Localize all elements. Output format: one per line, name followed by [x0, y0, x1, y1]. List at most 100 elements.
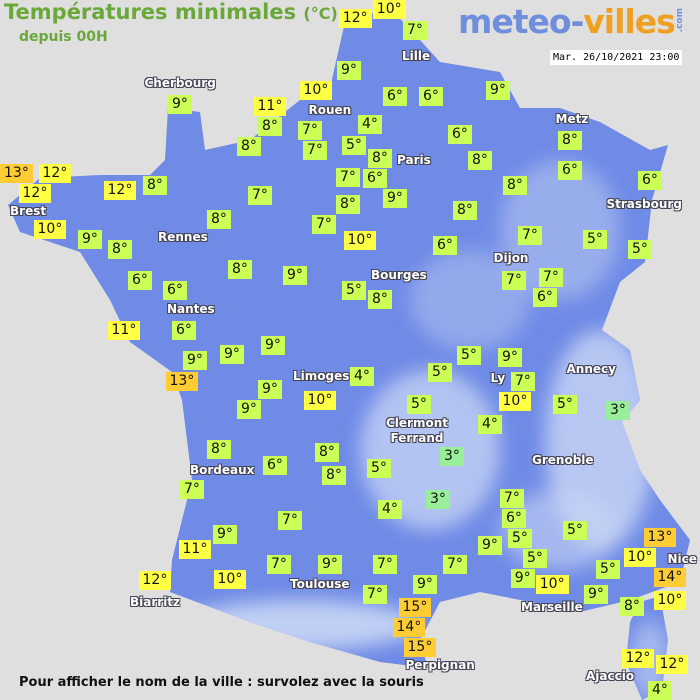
temperature-label[interactable]: 10° — [299, 80, 333, 100]
temperature-label[interactable]: 9° — [283, 265, 307, 285]
temperature-label[interactable]: 6° — [163, 280, 187, 300]
temperature-label[interactable]: 5° — [407, 394, 431, 414]
temperature-label[interactable]: 10° — [343, 230, 377, 250]
temperature-label[interactable]: 9° — [486, 80, 510, 100]
temperature-label[interactable]: 9° — [478, 535, 502, 555]
temperature-label[interactable]: 9° — [413, 574, 437, 594]
temperature-label[interactable]: 10° — [303, 390, 337, 410]
temperature-label[interactable]: 10° — [623, 547, 657, 567]
temperature-label[interactable]: 6° — [448, 124, 472, 144]
temperature-label[interactable]: 5° — [342, 280, 366, 300]
city-label[interactable]: Metz — [555, 111, 589, 126]
meteo-villes-logo[interactable]: meteo-villes.com — [458, 2, 685, 41]
temperature-label[interactable]: 5° — [523, 549, 547, 568]
city-label[interactable]: Grenoble — [532, 452, 594, 467]
temperature-label[interactable]: 10° — [498, 392, 532, 411]
temperature-label[interactable]: 7° — [248, 185, 272, 205]
city-label[interactable]: Strasbourg — [606, 196, 682, 211]
city-label[interactable]: Rouen — [308, 102, 352, 117]
city-label[interactable]: Dijon — [493, 250, 529, 265]
temperature-label[interactable]: 8° — [558, 130, 582, 150]
temperature-label[interactable]: 9° — [510, 569, 535, 588]
temperature-label[interactable]: 6° — [363, 168, 387, 188]
temperature-label[interactable]: 12° — [621, 649, 655, 668]
city-label[interactable]: Paris — [397, 152, 431, 167]
temperature-label[interactable]: 9° — [584, 584, 608, 604]
temperature-label[interactable]: 8° — [258, 117, 282, 137]
temperature-label[interactable]: 8° — [468, 150, 492, 170]
temperature-label[interactable]: 6° — [419, 86, 443, 106]
temperature-label[interactable]: 7° — [403, 20, 427, 40]
temperature-label[interactable]: 6° — [128, 270, 152, 290]
temperature-label[interactable]: 9° — [78, 229, 102, 249]
temperature-label[interactable]: 8° — [322, 465, 346, 485]
city-label[interactable]: Bordeaux — [190, 462, 255, 477]
city-label[interactable]: Ly — [490, 370, 506, 385]
temperature-label[interactable]: 8° — [143, 175, 167, 195]
temperature-label[interactable]: 10° — [653, 590, 687, 610]
temperature-label[interactable]: 12° — [103, 180, 137, 200]
temperature-label[interactable]: 9° — [220, 344, 244, 364]
temperature-label[interactable]: 7° — [278, 510, 302, 530]
temperature-label[interactable]: 7° — [511, 372, 535, 391]
temperature-label[interactable]: 7° — [267, 554, 291, 574]
temperature-label[interactable]: 6° — [638, 170, 662, 190]
temperature-label[interactable]: 9° — [183, 350, 207, 370]
temperature-label[interactable]: 7° — [180, 479, 204, 499]
temperature-label[interactable]: 9° — [168, 94, 192, 114]
temperature-label[interactable]: 12° — [38, 164, 72, 184]
city-label[interactable]: Biarritz — [130, 594, 181, 609]
temperature-label[interactable]: 13° — [643, 527, 677, 547]
city-label[interactable]: Nice — [667, 551, 697, 566]
temperature-label[interactable]: 5° — [596, 559, 620, 579]
temperature-label[interactable]: 10° — [535, 574, 569, 594]
city-label[interactable]: Ajaccio — [586, 669, 635, 683]
temperature-label[interactable]: 15° — [398, 597, 432, 617]
temperature-label[interactable]: 7° — [312, 215, 336, 234]
temperature-label[interactable]: 15° — [403, 637, 437, 657]
temperature-label[interactable]: 8° — [620, 596, 644, 616]
temperature-label[interactable]: 8° — [453, 200, 477, 220]
temperature-label[interactable]: 3° — [426, 489, 450, 509]
temperature-label[interactable]: 9° — [498, 347, 522, 367]
temperature-label[interactable]: 6° — [558, 160, 582, 180]
city-label[interactable]: Perpignan — [405, 657, 475, 672]
temperature-label[interactable]: 8° — [503, 175, 527, 195]
temperature-label[interactable]: 10° — [372, 0, 406, 19]
temperature-label[interactable]: 11° — [107, 320, 141, 340]
temperature-label[interactable]: 6° — [433, 235, 457, 255]
temperature-label[interactable]: 5° — [457, 345, 481, 365]
city-label[interactable]: Rennes — [158, 229, 208, 244]
temperature-label[interactable]: 7° — [373, 554, 397, 574]
temperature-label[interactable]: 5° — [583, 229, 607, 249]
temperature-label[interactable]: 8° — [207, 209, 231, 229]
temperature-label[interactable]: 6° — [263, 455, 287, 475]
city-label[interactable]: Toulouse — [290, 576, 350, 591]
temperature-label[interactable]: 5° — [342, 135, 366, 155]
temperature-label[interactable]: 7° — [443, 554, 467, 574]
temperature-label[interactable]: 13° — [165, 371, 199, 391]
temperature-label[interactable]: 13° — [0, 164, 33, 184]
temperature-label[interactable]: 4° — [378, 499, 402, 519]
temperature-label[interactable]: 7° — [539, 268, 563, 287]
city-label[interactable]: Nantes — [167, 301, 215, 316]
temperature-label[interactable]: 7° — [336, 167, 360, 187]
temperature-label[interactable]: 12° — [138, 570, 172, 590]
temperature-label[interactable]: 8° — [228, 259, 252, 279]
temperature-label[interactable]: 7° — [303, 140, 327, 160]
city-label[interactable]: Cherbourg — [144, 75, 216, 90]
temperature-label[interactable]: 7° — [518, 225, 542, 245]
temperature-label[interactable]: 12° — [655, 654, 689, 674]
temperature-label[interactable]: 9° — [337, 60, 361, 80]
temperature-label[interactable]: 8° — [207, 439, 231, 459]
temperature-label[interactable]: 5° — [428, 362, 452, 382]
temperature-label[interactable]: 5° — [508, 529, 532, 548]
temperature-label[interactable]: 14° — [653, 567, 687, 587]
temperature-label[interactable]: 4° — [478, 414, 502, 434]
temperature-label[interactable]: 7° — [363, 584, 387, 604]
temperature-label[interactable]: 9° — [318, 554, 342, 574]
temperature-label[interactable]: 5° — [367, 458, 391, 478]
temperature-label[interactable]: 8° — [315, 442, 339, 462]
temperature-label[interactable]: 7° — [500, 488, 524, 508]
temperature-label[interactable]: 8° — [336, 195, 360, 214]
